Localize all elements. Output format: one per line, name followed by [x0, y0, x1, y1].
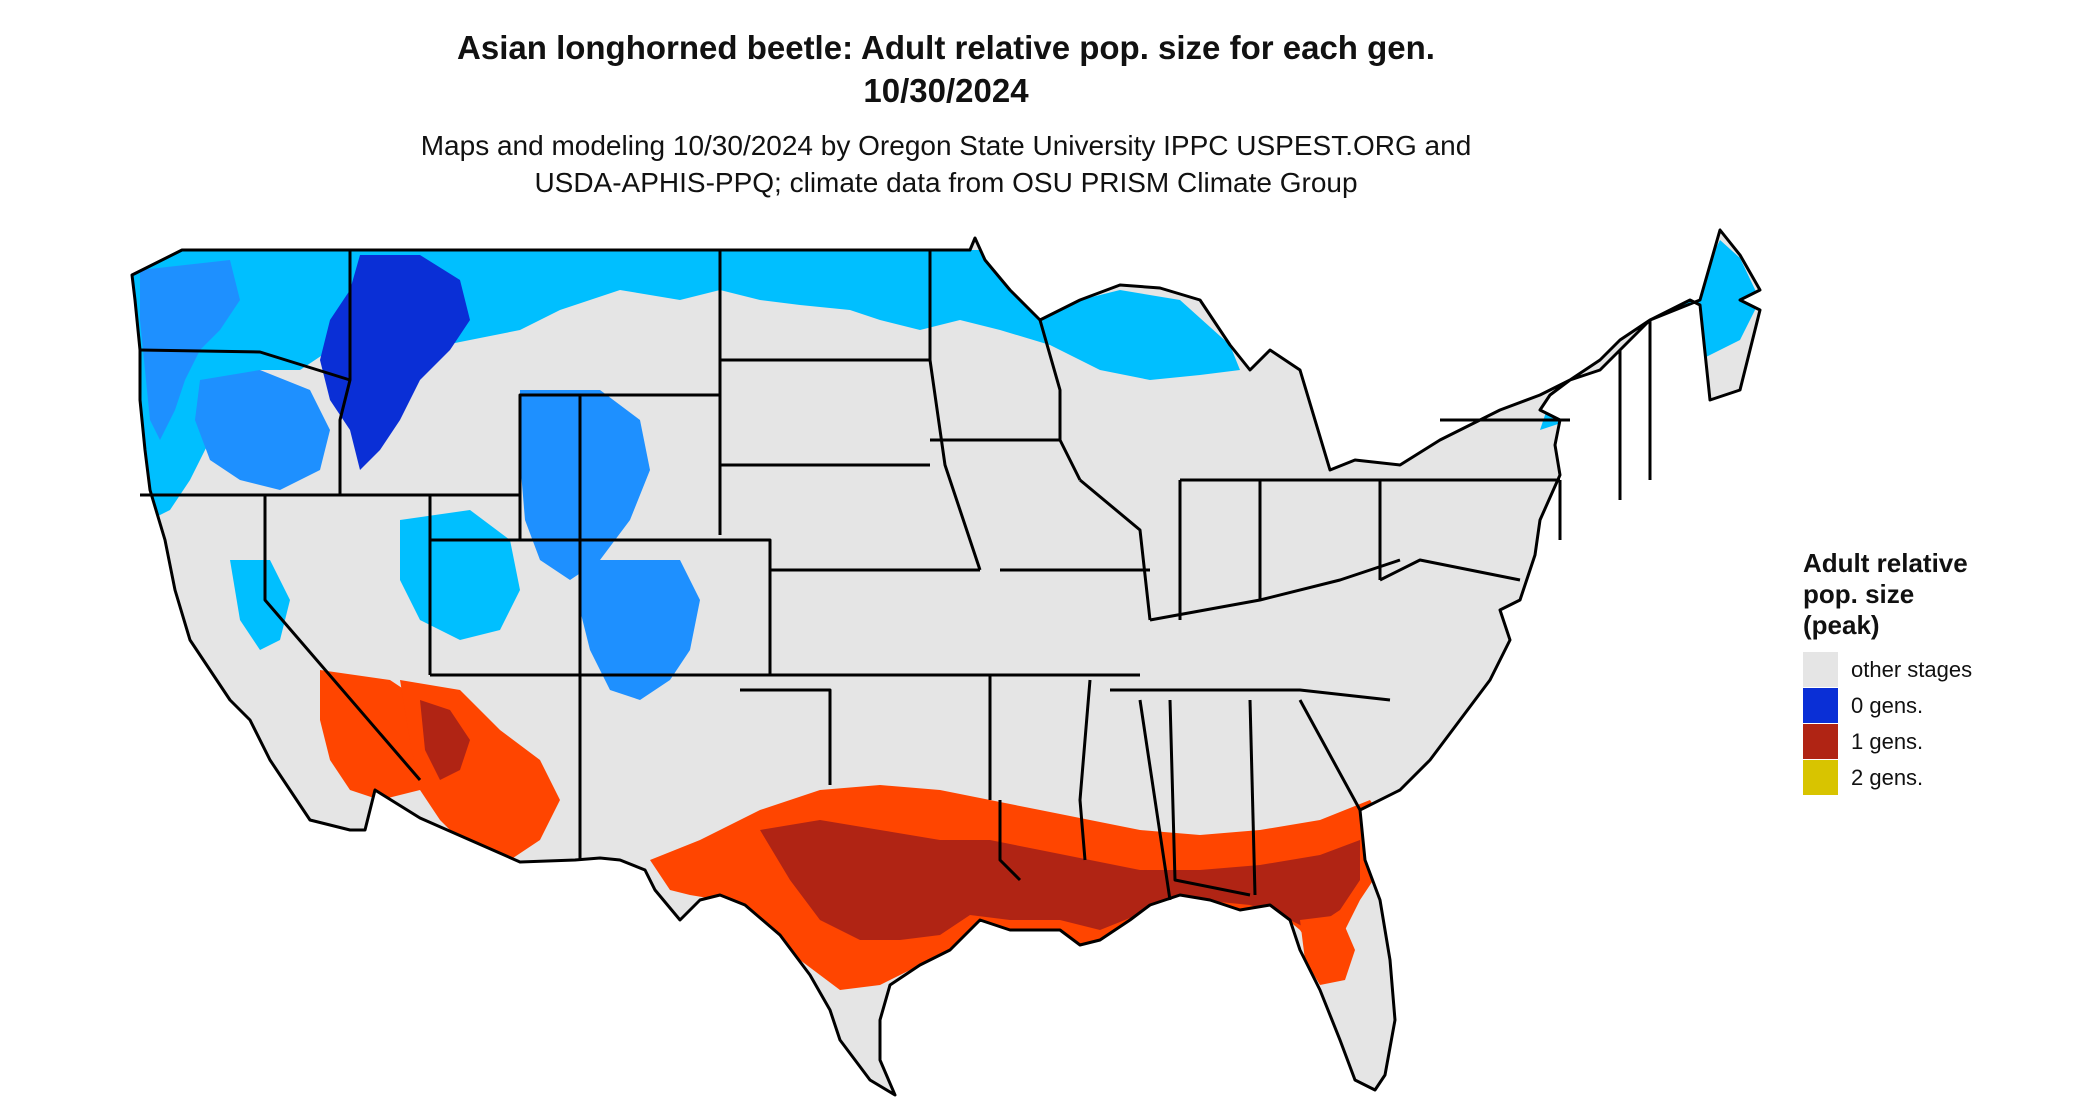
legend-swatch-0-gens	[1803, 688, 1838, 723]
map-date: 10/30/2024	[863, 72, 1029, 109]
zone-montana-dakota-light-blue	[720, 250, 1240, 380]
zone-colorado-blue	[580, 560, 700, 700]
zone-sierra-blue	[230, 560, 290, 650]
zone-idaho-dark-blue	[320, 255, 470, 470]
map-credit-line-1: Maps and modeling 10/30/2024 by Oregon S…	[420, 130, 1472, 161]
zone-southwest-orange	[320, 670, 430, 800]
zone-oregon-blue	[195, 370, 330, 490]
legend-swatch-2-gens	[1803, 760, 1838, 795]
map-title: Asian longhorned beetle: Adult relative …	[457, 29, 1435, 66]
legend-label-2-gens: 2 gens.	[1851, 765, 1924, 790]
legend-title-line-3: (peak)	[1803, 610, 1880, 640]
legend-label-other-stages: other stages	[1851, 657, 1973, 682]
zone-florida-orange	[1300, 915, 1355, 985]
zone-north-light-blue	[132, 250, 720, 520]
legend-title-line-1: Adult relative	[1803, 548, 1968, 578]
legend-swatch-1-gens	[1803, 724, 1838, 759]
zone-arizona-dark-red	[420, 700, 470, 780]
map-credit-line-2: USDA-APHIS-PPQ; climate data from OSU PR…	[534, 167, 1358, 198]
zone-wyoming-blue	[520, 390, 650, 580]
zone-gulf-dark-red	[760, 820, 1360, 940]
legend-label-0-gens: 0 gens.	[1851, 693, 1924, 718]
legend-label-1-gens: 1 gens.	[1851, 729, 1924, 754]
legend-swatch-other-stages	[1803, 652, 1838, 687]
state-borders	[130, 228, 1762, 1097]
legend-title-line-2: pop. size	[1803, 579, 1915, 609]
